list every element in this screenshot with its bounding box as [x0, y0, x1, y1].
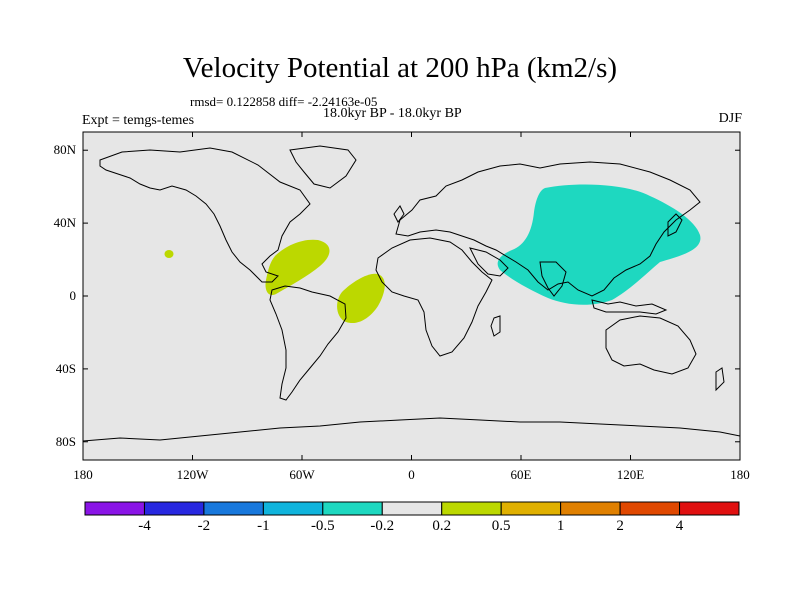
- colorbar-label: -0.5: [310, 518, 335, 534]
- x-tick-label: 0: [408, 467, 415, 482]
- map-title: Velocity Potential at 200 hPa (km2/s): [182, 52, 618, 84]
- colorbar-swatch: [441, 501, 502, 516]
- x-tick-label: 60W: [289, 467, 315, 482]
- coast-antarctica: [82, 417, 741, 442]
- colorbar-label: 4: [675, 518, 684, 534]
- coast-uk: [393, 205, 405, 223]
- coast-indonesia: [591, 299, 668, 315]
- positive-anomaly-pacific-dot: [164, 250, 174, 258]
- coast-south-america: [269, 285, 347, 401]
- colorbar-label: 0.5: [491, 518, 511, 534]
- coast-greenland: [289, 145, 357, 189]
- colorbar-swatch: [500, 501, 562, 516]
- colorbar-swatch: [381, 501, 443, 516]
- colorbar-label: 1: [556, 518, 565, 534]
- y-tick-label: 0: [69, 288, 77, 303]
- x-tick-label: 120W: [176, 467, 209, 482]
- y-tick-label: 40N: [53, 215, 76, 231]
- period-label: 18.0kyr BP - 18.0kyr BP: [323, 106, 462, 121]
- coast-africa: [375, 237, 493, 357]
- colorbar-swatch: [262, 501, 324, 516]
- anomaly-shading: [164, 184, 701, 324]
- positive-anomaly-caribbean: [265, 239, 330, 296]
- coast-arabia: [469, 247, 509, 277]
- negative-anomaly-asia: [497, 184, 701, 305]
- coast-india: [539, 261, 567, 297]
- colorbar-label: 0.2: [432, 518, 452, 534]
- y-axis-ticks: [83, 149, 740, 443]
- coast-japan: [667, 213, 683, 237]
- colorbar-swatch: [560, 501, 621, 516]
- colorbar-label: -2: [197, 518, 211, 534]
- x-tick-label: 180: [730, 467, 750, 482]
- y-tick-label: 40S: [55, 360, 76, 376]
- coast-new-zealand: [715, 367, 725, 392]
- colorbar-label: -1: [257, 518, 270, 534]
- colorbar-swatch: [619, 501, 681, 516]
- coast-north-america: [99, 147, 311, 283]
- colorbar-label: -4: [138, 518, 151, 534]
- coastlines: [82, 145, 741, 442]
- x-tick-label: 120E: [616, 467, 645, 482]
- colorbar-swatch: [679, 501, 740, 516]
- colorbar-swatch: [143, 501, 205, 516]
- x-tick-label: 60E: [510, 467, 532, 482]
- positive-anomaly-tropical-atlantic: [337, 273, 385, 324]
- colorbar-swatch: [322, 501, 383, 516]
- coast-australia: [605, 315, 697, 375]
- colorbar: [84, 501, 740, 516]
- y-tick-label: 80N: [53, 142, 76, 158]
- x-tick-label: 180: [73, 467, 93, 482]
- stats-line: rmsd= 0.122858 diff= -2.24163e-05: [190, 94, 378, 109]
- colorbar-label: 2: [616, 518, 624, 534]
- colorbar-swatch: [203, 501, 264, 516]
- experiment-label: Expt = temgs-temes: [82, 113, 195, 128]
- x-axis-ticks: [82, 132, 741, 460]
- colorbar-swatch: [84, 501, 145, 516]
- season-label: DJF: [718, 111, 742, 126]
- colorbar-label: -0.2: [370, 518, 395, 534]
- map-background: [83, 132, 740, 460]
- coast-madagascar: [490, 315, 501, 337]
- coast-eurasia: [395, 161, 701, 297]
- y-tick-label: 80S: [55, 433, 76, 449]
